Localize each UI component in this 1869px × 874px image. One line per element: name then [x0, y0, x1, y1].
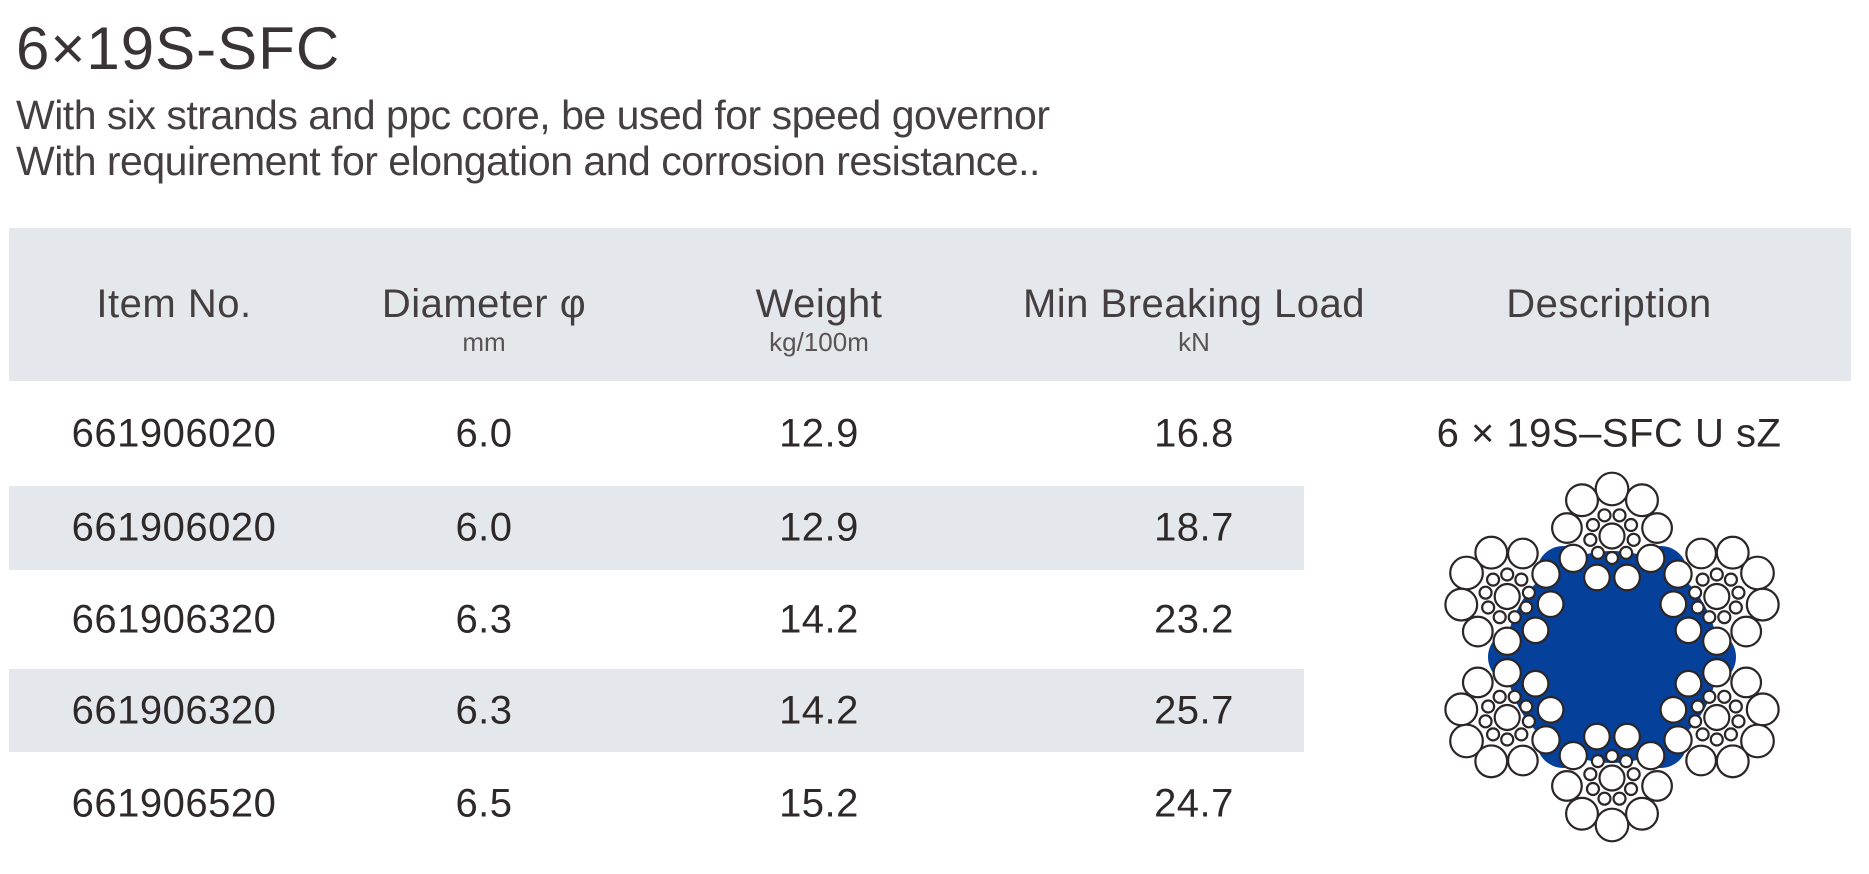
column-label: Item No. — [96, 282, 252, 326]
rope-cross-section-diagram — [1444, 471, 1780, 843]
column-label: Weight — [755, 282, 883, 326]
table-row: 661906020 6.0 12.9 16.8 6 × 19S–SFC U sZ — [9, 381, 1851, 486]
cell-weight: 14.2 — [779, 688, 859, 732]
column-unit: kg/100m — [769, 327, 869, 357]
cell-item-no: 661906520 — [71, 781, 277, 826]
column-label: Diameter φ — [381, 282, 587, 326]
column-label: Min Breaking Load — [1022, 282, 1366, 326]
cell-item-no: 661906320 — [71, 597, 277, 641]
cell-min-breaking-load: 18.7 — [1154, 505, 1234, 550]
cell-item-no: 661906020 — [71, 411, 277, 455]
subtitle-line-2: With requirement for elongation and corr… — [16, 138, 1040, 184]
header-cell-min-breaking-load: Min Breaking Load kN — [979, 228, 1409, 381]
header-cell-item-no: Item No. — [9, 228, 339, 381]
table-row: 661906320 6.3 14.2 23.2 — [9, 570, 1851, 669]
cell-weight: 12.9 — [779, 505, 859, 550]
column-unit: kN — [1178, 327, 1210, 357]
cell-diameter: 6.3 — [455, 688, 513, 732]
cell-min-breaking-load: 23.2 — [1154, 597, 1234, 641]
header-cell-weight: Weight kg/100m — [659, 228, 979, 381]
header-cell-diameter: Diameter φ mm — [324, 228, 644, 381]
table-row: 661906520 6.5 15.2 24.7 — [9, 752, 1851, 856]
column-label: Description — [1506, 282, 1712, 326]
header-cell-description: Description — [1389, 228, 1829, 381]
table-header-band: Item No. Diameter φ mm Weight kg/100m Mi… — [9, 228, 1851, 381]
cell-diameter: 6.0 — [455, 505, 513, 550]
cell-min-breaking-load: 24.7 — [1154, 781, 1234, 826]
table-row: 661906320 6.3 14.2 25.7 — [9, 669, 1851, 752]
cell-weight: 14.2 — [779, 597, 859, 641]
subtitle-line-1: With six strands and ppc core, be used f… — [16, 92, 1050, 138]
cell-diameter: 6.5 — [455, 781, 513, 826]
cell-item-no: 661906020 — [71, 505, 277, 550]
cell-weight: 12.9 — [779, 411, 859, 455]
cell-min-breaking-load: 25.7 — [1154, 688, 1234, 732]
cell-item-no: 661906320 — [71, 688, 277, 732]
column-unit: mm — [462, 327, 506, 357]
page-title: 6×19S-SFC — [16, 15, 341, 82]
description-label: 6 × 19S–SFC U sZ — [1436, 411, 1782, 455]
page-subtitle: With six strands and ppc core, be used f… — [16, 92, 1050, 184]
cell-diameter: 6.3 — [455, 597, 513, 641]
table-row: 661906020 6.0 12.9 18.7 — [9, 486, 1851, 570]
cell-weight: 15.2 — [779, 781, 859, 826]
cell-diameter: 6.0 — [455, 411, 513, 455]
cell-min-breaking-load: 16.8 — [1154, 411, 1234, 455]
